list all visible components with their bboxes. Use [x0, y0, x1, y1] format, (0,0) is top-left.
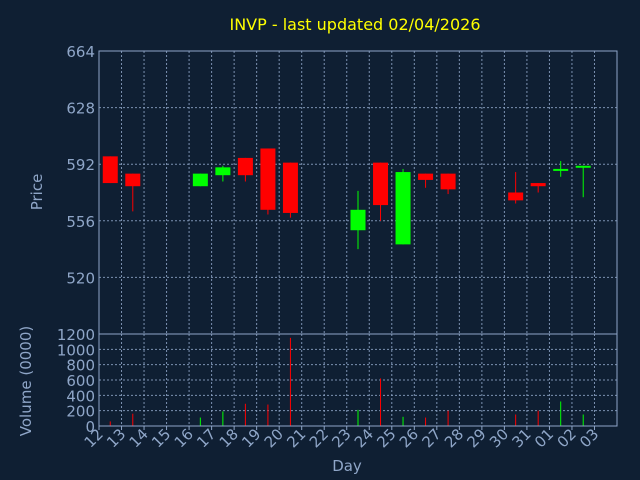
- price-tick-label: 628: [66, 100, 95, 118]
- chart-title: INVP - last updated 02/04/2026: [229, 15, 480, 34]
- x-tick-label: 03: [576, 425, 602, 451]
- candle-body: [395, 172, 411, 245]
- price-gridlines: [99, 51, 617, 334]
- candle-body: [440, 173, 456, 190]
- volume-tick-label: 200: [66, 403, 95, 421]
- volume-plot-frame: [98, 333, 618, 427]
- candle-body: [575, 165, 591, 168]
- volume-tick-label: 0: [85, 418, 95, 436]
- volume-tick-label: 400: [66, 387, 95, 405]
- candle-body: [215, 167, 231, 176]
- candle-body: [125, 173, 141, 187]
- price-tick-label: 592: [66, 156, 95, 174]
- volume-series: [109, 337, 584, 426]
- candle-body: [373, 162, 389, 206]
- price-axis-label: Price: [28, 174, 46, 211]
- volume-tick-label: 600: [66, 372, 95, 390]
- candlestick-series: [102, 148, 591, 250]
- price-tick-label: 520: [66, 269, 95, 287]
- price-tick-label: 664: [66, 43, 95, 61]
- day-x-ticks: 1213141516171819202122232425262728293031…: [81, 425, 603, 451]
- candle-body: [553, 168, 569, 171]
- candle-body: [530, 183, 546, 187]
- candle-body: [508, 192, 524, 201]
- volume-tick-label: 1000: [57, 341, 95, 359]
- candle-body: [260, 148, 276, 210]
- candle-body: [418, 173, 434, 180]
- price-tick-label: 556: [66, 213, 95, 231]
- candle-body: [192, 173, 208, 187]
- volume-tick-label: 1200: [57, 326, 95, 344]
- volume-gridlines: [99, 334, 617, 426]
- candle-body: [350, 209, 366, 231]
- candle-body: [282, 162, 298, 213]
- price-y-ticks: 520 556 592 628 664: [66, 43, 95, 287]
- x-axis-label: Day: [332, 457, 362, 475]
- volume-axis-label: Volume (0000): [17, 326, 35, 436]
- volume-tick-label: 800: [66, 357, 95, 375]
- candle-body: [237, 157, 253, 176]
- candle-body: [102, 156, 118, 184]
